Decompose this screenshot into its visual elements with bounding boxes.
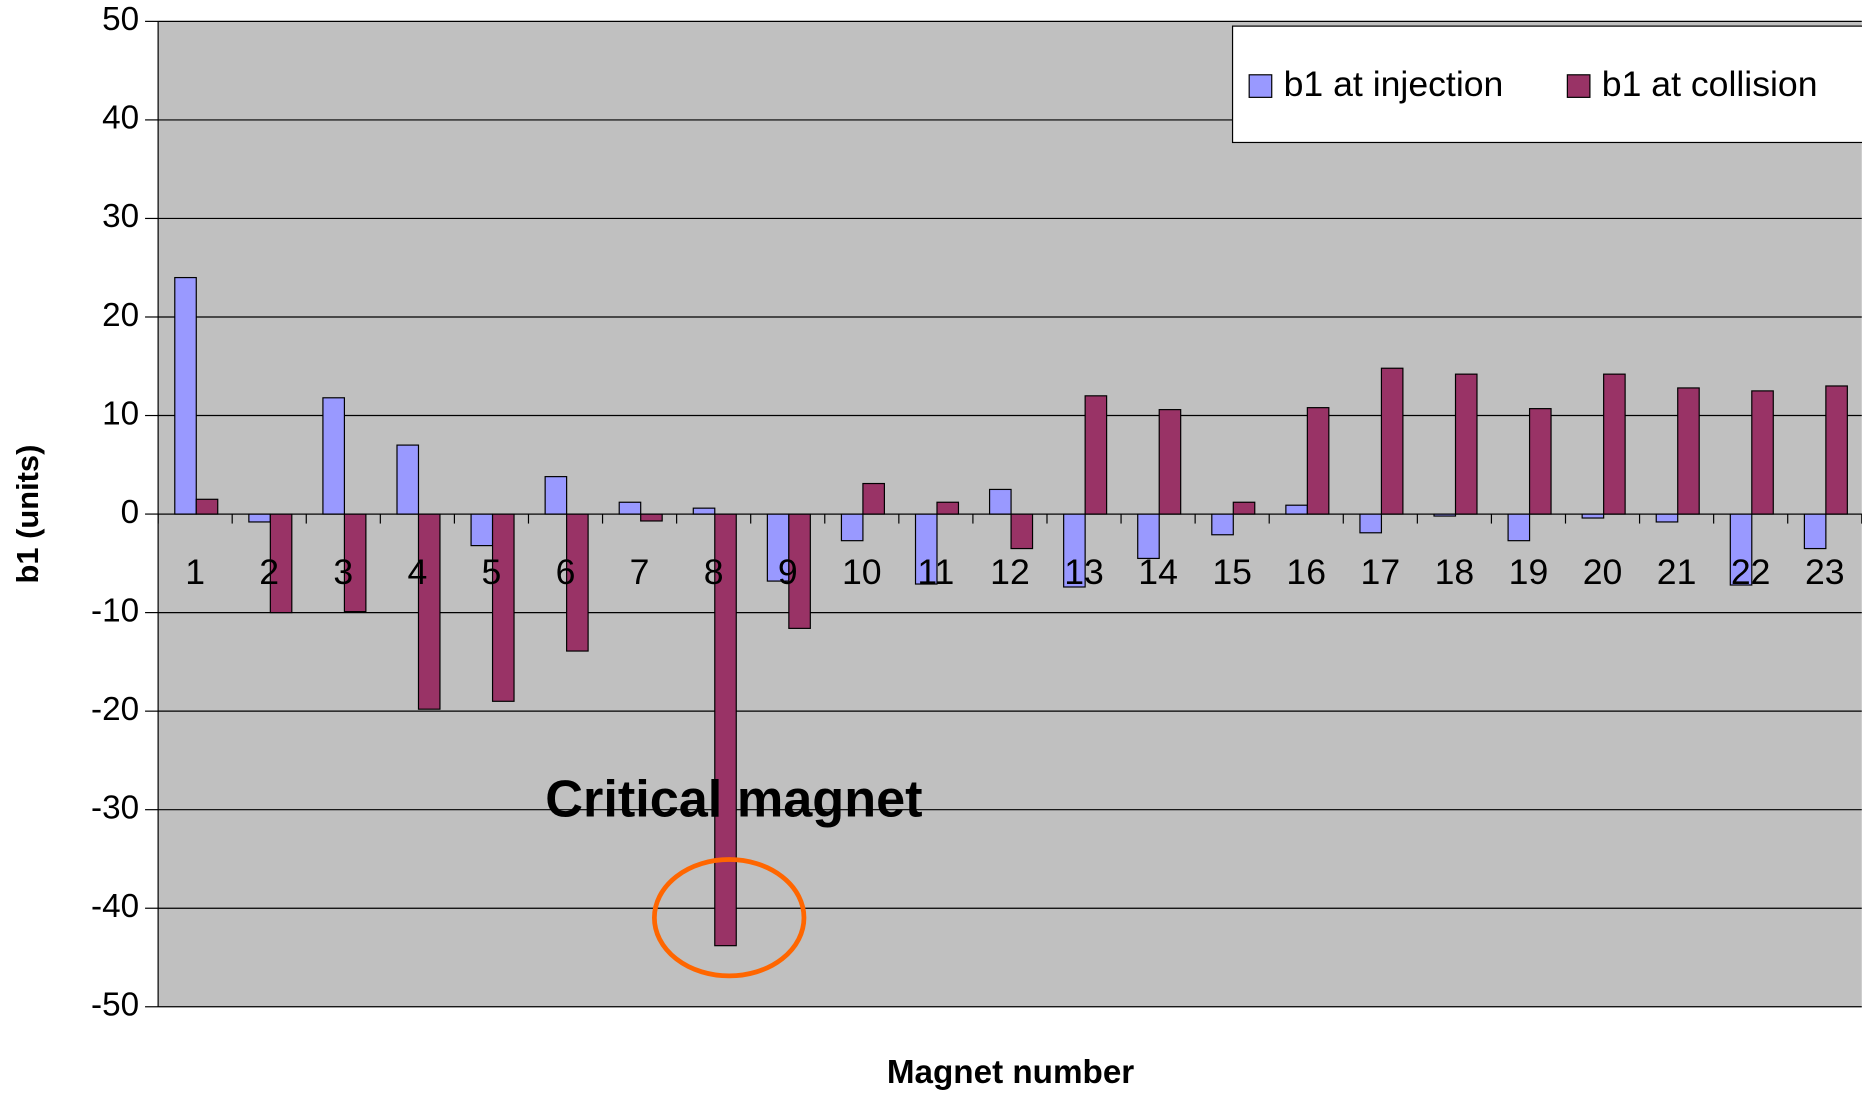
bar [692,507,716,515]
x-tick-label: 20 [1583,552,1623,592]
bar [417,513,441,710]
bar [174,276,197,515]
y-tick-label: 10 [102,395,139,432]
x-tick-label: 2 [259,552,279,592]
x-tick-label: 11 [917,552,954,592]
x-tick-label: 14 [1138,552,1178,592]
bar [1507,513,1531,542]
bar [618,501,642,515]
bar [1603,373,1626,515]
x-tick-label: 9 [778,552,798,592]
x-tick-label: 6 [556,552,576,592]
y-tick-label: -40 [91,888,139,925]
bar [1211,513,1234,536]
bar [862,482,885,515]
y-tick-label: -20 [91,691,139,728]
bar [248,513,271,523]
x-tick-label: 17 [1361,552,1401,592]
bar [195,498,219,515]
legend-label: b1 at collision [1602,64,1818,104]
y-tick-label: -30 [91,789,139,826]
y-tick-label: 30 [102,198,139,235]
bar [1010,513,1034,550]
y-tick-label: -10 [91,592,139,629]
legend-box [1231,25,1862,144]
y-tick-label: 50 [102,1,139,38]
bar [322,397,346,515]
y-tick-label: 40 [102,100,139,137]
x-tick-label: 13 [1064,552,1104,592]
bar [1084,395,1108,515]
y-tick-label: 20 [102,297,139,334]
x-axis-label: Magnet number [887,1054,1134,1091]
bar [1655,513,1679,523]
x-tick-label: 10 [842,552,882,592]
bar [544,476,568,515]
annotation-circle [652,857,807,979]
bar [640,513,663,522]
x-tick-label: 7 [630,552,650,592]
legend-label: b1 at injection [1284,64,1504,104]
y-tick-label: 0 [121,494,139,531]
bar [936,501,960,515]
bar [1825,385,1848,515]
x-tick-label: 12 [990,552,1030,592]
y-tick-label: -50 [91,987,139,1024]
bar [1306,407,1330,515]
bar [1528,408,1552,515]
x-tick-label: 23 [1805,552,1845,592]
legend-swatch [1566,74,1591,98]
bar [1454,373,1478,515]
legend-swatch [1248,74,1273,98]
bar [1359,513,1383,534]
bar [840,513,864,542]
x-tick-label: 16 [1286,552,1326,592]
bar [1158,409,1182,515]
bar [396,444,420,515]
bar [988,488,1012,515]
y-axis-label: b1 (units) [10,445,45,584]
x-tick-label: 8 [704,552,724,592]
x-tick-label: 18 [1435,552,1475,592]
x-tick-label: 4 [407,552,427,592]
legend: b1 at injection b1 at collision [1231,25,1862,144]
x-tick-label: 22 [1731,552,1771,592]
bar [491,513,515,702]
annotation: Critical magnet [545,770,922,828]
x-tick-label: 15 [1212,552,1252,592]
bar [1232,501,1256,515]
x-tick-label: 3 [333,552,353,592]
x-tick-label: 5 [482,552,502,592]
x-tick-label: 1 [185,552,205,592]
bar [1285,504,1308,515]
x-tick-label: 21 [1657,552,1697,592]
bar [470,513,494,547]
bar [1751,390,1774,515]
bar [1803,513,1827,550]
bar [1677,387,1700,515]
x-tick-label: 19 [1509,552,1549,592]
bar [1380,367,1404,515]
